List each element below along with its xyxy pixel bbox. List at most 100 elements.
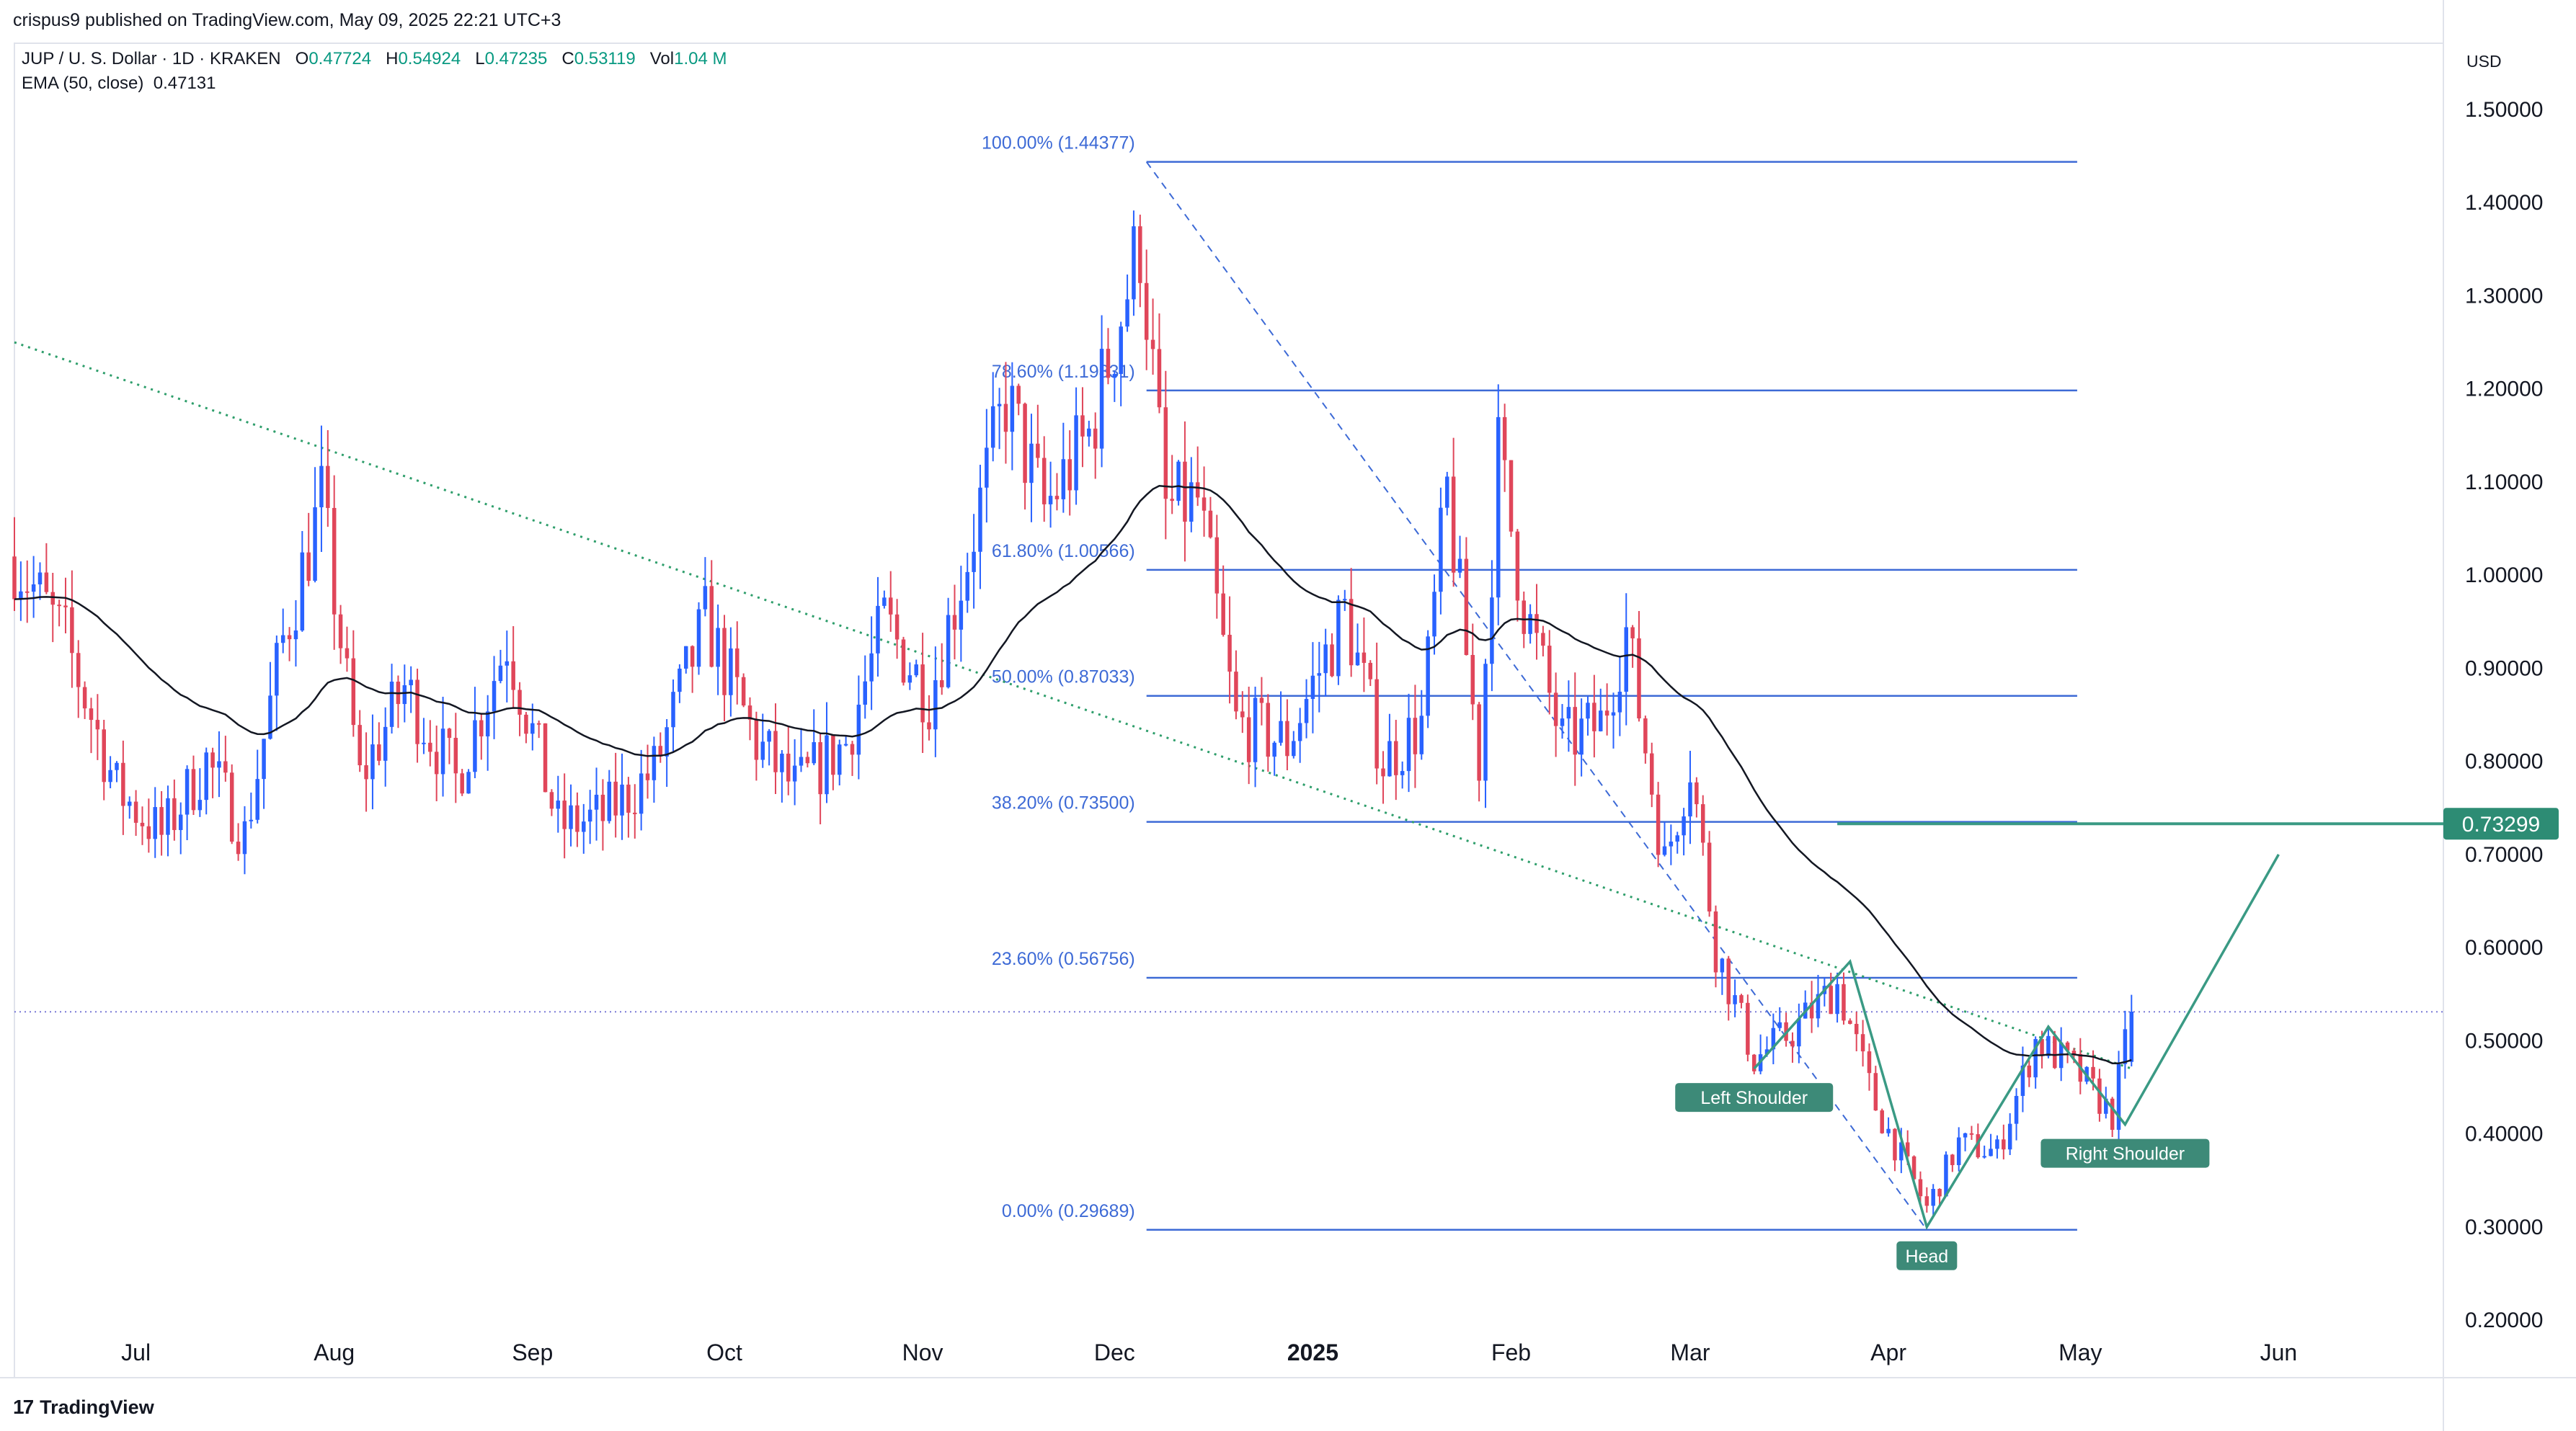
candle-body bbox=[415, 679, 419, 744]
candle-body bbox=[1880, 1110, 1884, 1133]
candle-body bbox=[754, 719, 759, 760]
candle-body bbox=[1016, 385, 1021, 404]
candle-body bbox=[127, 801, 132, 806]
candle-body bbox=[773, 731, 778, 772]
candle-body bbox=[1509, 460, 1514, 532]
candle-body bbox=[1163, 407, 1168, 499]
candle-body bbox=[1598, 710, 1603, 731]
candle-body bbox=[1848, 1020, 1852, 1024]
candle-body bbox=[505, 661, 510, 666]
open-value: 0.47724 bbox=[308, 49, 372, 68]
candle-body bbox=[1707, 842, 1712, 911]
candle-body bbox=[747, 705, 752, 720]
tradingview-footer[interactable]: 17 TradingView bbox=[13, 1396, 154, 1419]
candle-body bbox=[306, 552, 311, 581]
candle-body bbox=[57, 605, 61, 607]
candle-body bbox=[95, 720, 100, 730]
candle-body bbox=[115, 762, 119, 770]
ema-legend: EMA (50, close) 0.47131 bbox=[22, 73, 216, 94]
candle-body bbox=[1713, 911, 1718, 973]
candle-body bbox=[831, 735, 835, 775]
candle-body bbox=[633, 812, 637, 814]
candle-body bbox=[434, 752, 439, 775]
candle-body bbox=[1522, 600, 1527, 634]
candle-body bbox=[562, 801, 567, 829]
candle-body bbox=[1515, 531, 1520, 601]
candle-body bbox=[818, 741, 822, 795]
candle-body bbox=[1995, 1139, 1999, 1149]
candle-body bbox=[1477, 704, 1481, 781]
volume-value: 1.04 M bbox=[674, 49, 727, 68]
candle-body bbox=[1950, 1154, 1955, 1165]
pattern-label: Right Shoulder bbox=[2066, 1144, 2185, 1164]
high-label: H bbox=[386, 49, 399, 68]
candle-body bbox=[1899, 1142, 1904, 1161]
x-tick-label: Feb bbox=[1491, 1339, 1531, 1365]
candle-body bbox=[863, 681, 867, 705]
candle-body bbox=[1439, 507, 1443, 592]
candle-body bbox=[1688, 782, 1692, 817]
symbol-title: JUP / U. S. Dollar · 1D · KRAKEN bbox=[22, 49, 281, 68]
candle-body bbox=[1106, 349, 1111, 378]
candle-body bbox=[1253, 697, 1258, 762]
candle-body bbox=[729, 648, 733, 695]
candle-body bbox=[121, 762, 125, 806]
candle-body bbox=[108, 770, 112, 783]
candle-body bbox=[690, 646, 695, 667]
candle-body bbox=[44, 572, 49, 592]
candle-body bbox=[159, 807, 164, 835]
downtrend-line bbox=[14, 341, 2132, 1070]
candle-body bbox=[978, 487, 982, 552]
candle-body bbox=[1336, 599, 1341, 677]
candle-body bbox=[389, 682, 394, 727]
candle-body bbox=[178, 814, 183, 830]
candle-body bbox=[210, 752, 215, 768]
candle-body bbox=[1751, 1054, 1756, 1071]
candle-body bbox=[1956, 1137, 1961, 1165]
candle-body bbox=[1764, 1049, 1769, 1055]
candle-body bbox=[1918, 1179, 1923, 1197]
candle-body bbox=[1246, 717, 1251, 762]
candle-body bbox=[2129, 1012, 2134, 1062]
candle-body bbox=[1304, 699, 1309, 723]
close-label: C bbox=[561, 49, 574, 68]
volume-label: Vol bbox=[649, 49, 675, 68]
candle-body bbox=[1797, 1018, 1801, 1047]
candle-body bbox=[1860, 1034, 1865, 1052]
currency-label[interactable]: USD bbox=[2466, 52, 2502, 71]
candle-body bbox=[1573, 707, 1578, 755]
candle-body bbox=[351, 658, 356, 726]
y-tick-label: 0.50000 bbox=[2465, 1029, 2543, 1053]
candle-body bbox=[1790, 1040, 1795, 1047]
candle-body bbox=[1061, 459, 1066, 499]
low-label: L bbox=[475, 49, 485, 68]
candle-body bbox=[1234, 672, 1238, 712]
candle-body bbox=[1144, 282, 1149, 340]
candle-body bbox=[1381, 768, 1385, 777]
candle-body bbox=[1374, 679, 1379, 769]
high-value: 0.54924 bbox=[398, 49, 461, 68]
candle-body bbox=[2071, 1051, 2077, 1054]
open-label: O bbox=[295, 49, 309, 68]
candle-body bbox=[2116, 1064, 2121, 1130]
candle-body bbox=[1266, 703, 1271, 757]
candle-body bbox=[569, 805, 573, 829]
candle-body bbox=[1816, 994, 1821, 1019]
y-tick-label: 1.20000 bbox=[2465, 378, 2543, 401]
y-tick-label: 1.00000 bbox=[2465, 563, 2543, 587]
candle-body bbox=[518, 690, 522, 715]
candle-body bbox=[524, 714, 528, 734]
candle-body bbox=[1579, 718, 1584, 755]
x-tick-label: Mar bbox=[1670, 1339, 1710, 1365]
candle-body bbox=[645, 773, 650, 780]
candle-body bbox=[19, 591, 23, 599]
candle-body bbox=[236, 842, 241, 855]
candle-body bbox=[1662, 846, 1667, 855]
candle-body bbox=[1490, 597, 1494, 664]
candle-body bbox=[901, 639, 906, 683]
candle-body bbox=[1132, 226, 1136, 300]
candle-body bbox=[1023, 404, 1027, 483]
candle-body bbox=[594, 794, 599, 810]
candle-body bbox=[1637, 638, 1641, 719]
